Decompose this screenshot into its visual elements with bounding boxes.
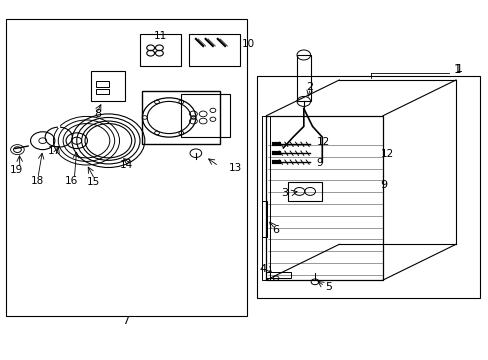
Bar — [262, 116, 269, 280]
Bar — [287, 182, 322, 202]
Text: 13: 13 — [228, 163, 241, 173]
Bar — [91, 71, 125, 102]
Text: 2: 2 — [305, 82, 313, 92]
Bar — [96, 89, 109, 94]
Text: 9: 9 — [380, 180, 387, 190]
Text: 12: 12 — [380, 149, 393, 159]
Text: 7: 7 — [122, 316, 129, 326]
Text: 8: 8 — [94, 109, 101, 119]
Bar — [140, 33, 181, 66]
Text: 9: 9 — [316, 158, 323, 168]
Text: 15: 15 — [87, 177, 100, 187]
Text: 16: 16 — [65, 176, 79, 186]
Text: 3: 3 — [281, 188, 287, 198]
Bar — [188, 33, 239, 66]
Text: 12: 12 — [316, 138, 329, 148]
Text: 18: 18 — [31, 176, 44, 186]
Text: 1: 1 — [453, 63, 460, 76]
Bar — [256, 76, 479, 298]
Bar — [181, 94, 229, 137]
Bar — [142, 91, 220, 144]
Bar — [6, 19, 246, 316]
Bar — [266, 116, 382, 280]
Bar — [261, 202, 267, 237]
Text: 6: 6 — [272, 225, 279, 235]
Text: 19: 19 — [9, 165, 22, 175]
Text: 10: 10 — [242, 39, 255, 49]
Bar — [296, 55, 310, 102]
Text: 4: 4 — [259, 264, 265, 274]
Bar — [96, 81, 109, 87]
Bar — [266, 272, 290, 278]
Text: 5: 5 — [324, 282, 331, 292]
Text: 1: 1 — [455, 64, 462, 74]
Text: 14: 14 — [120, 159, 133, 170]
Text: 11: 11 — [154, 31, 167, 41]
Text: 17: 17 — [48, 146, 61, 156]
